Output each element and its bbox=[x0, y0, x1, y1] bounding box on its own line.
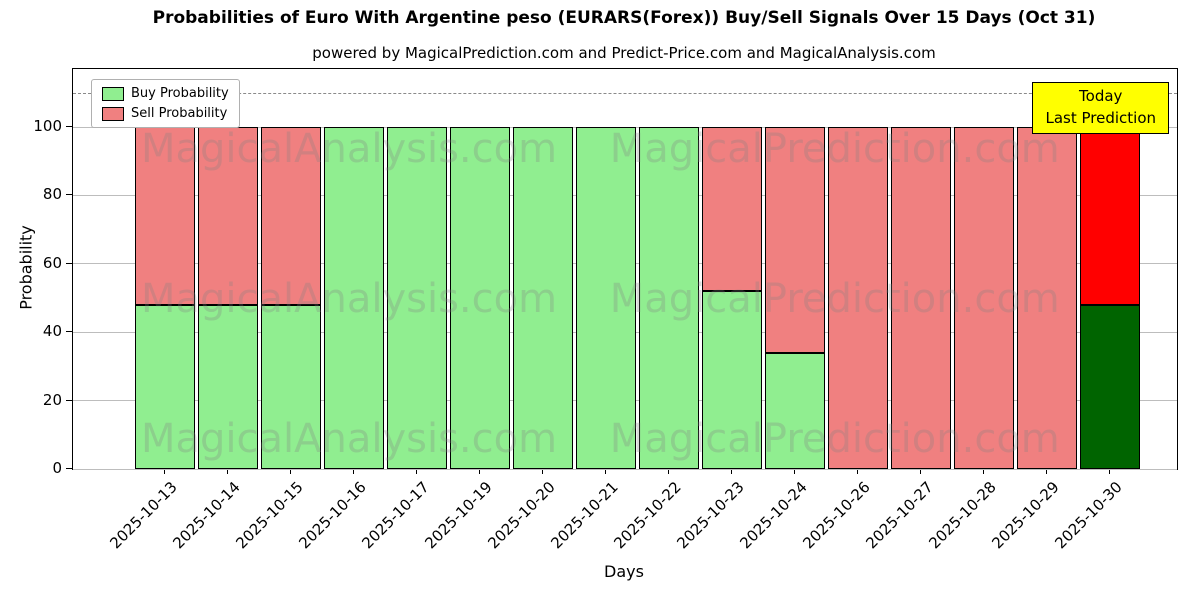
legend-sell-swatch bbox=[102, 106, 124, 121]
x-axis-label: Days bbox=[604, 562, 644, 581]
bar-buy-2025-10-19 bbox=[449, 127, 510, 469]
x-tick-mark bbox=[1045, 469, 1047, 474]
bar-buy-2025-10-20 bbox=[512, 127, 573, 469]
bar-buy-2025-10-22 bbox=[638, 127, 699, 469]
x-tick-mark bbox=[730, 469, 732, 474]
bar-sell-2025-10-28 bbox=[953, 127, 1014, 469]
y-tick-mark bbox=[66, 331, 72, 333]
x-tick-2025-10-13: 2025-10-13 bbox=[105, 478, 181, 553]
x-tick-mark bbox=[289, 469, 291, 474]
x-tick-mark bbox=[352, 469, 354, 474]
x-tick-mark bbox=[541, 469, 543, 474]
y-tick-mark bbox=[66, 399, 72, 401]
y-tick-mark bbox=[66, 126, 72, 128]
bar-sell-2025-10-13 bbox=[134, 127, 195, 305]
bar-buy-2025-10-14 bbox=[197, 304, 258, 469]
y-tick-80: 80 bbox=[42, 185, 62, 204]
legend-sell-label: Sell Probability bbox=[131, 106, 228, 121]
bar-sell-2025-10-30 bbox=[1079, 127, 1140, 305]
bar-sell-2025-10-15 bbox=[260, 127, 321, 305]
plot-area: MagicalAnalysis.com MagicalPrediction.com… bbox=[72, 68, 1178, 470]
bar-buy-2025-10-23 bbox=[701, 291, 762, 469]
x-tick-mark bbox=[478, 469, 480, 474]
bar-buy-2025-10-17 bbox=[386, 127, 447, 469]
x-tick-mark bbox=[856, 469, 858, 474]
bar-buy-2025-10-16 bbox=[323, 127, 384, 469]
bar-buy-2025-10-24 bbox=[764, 352, 825, 469]
x-tick-mark bbox=[919, 469, 921, 474]
x-tick-mark bbox=[1108, 469, 1110, 474]
y-tick-100: 100 bbox=[33, 117, 62, 136]
y-tick-20: 20 bbox=[42, 390, 62, 409]
threshold-dashed-line bbox=[73, 92, 1177, 94]
today-annotation-line1: Today bbox=[1079, 87, 1123, 105]
x-tick-mark bbox=[163, 469, 165, 474]
bar-buy-2025-10-21 bbox=[575, 127, 636, 469]
gridline-y-0 bbox=[73, 468, 1177, 470]
x-tick-mark bbox=[604, 469, 606, 474]
today-annotation-line2: Last Prediction bbox=[1045, 108, 1156, 127]
y-tick-mark bbox=[66, 262, 72, 264]
x-tick-mark bbox=[982, 469, 984, 474]
x-tick-mark bbox=[667, 469, 669, 474]
bar-sell-2025-10-27 bbox=[890, 127, 951, 469]
x-tick-mark bbox=[793, 469, 795, 474]
legend-buy-label: Buy Probability bbox=[131, 86, 229, 101]
chart-title: Probabilities of Euro With Argentine pes… bbox=[152, 8, 1096, 28]
chart-subtitle: powered by MagicalPrediction.com and Pre… bbox=[312, 44, 936, 62]
legend-buy-swatch bbox=[102, 86, 124, 101]
y-tick-60: 60 bbox=[42, 253, 62, 272]
legend-item-buy: Buy Probability bbox=[102, 86, 229, 101]
legend-item-sell: Sell Probability bbox=[102, 106, 229, 121]
today-annotation-box: Today Last Prediction bbox=[1032, 82, 1169, 134]
y-tick-mark bbox=[66, 194, 72, 196]
gridline-y-100 bbox=[73, 126, 1177, 128]
x-tick-mark bbox=[415, 469, 417, 474]
bar-buy-2025-10-13 bbox=[134, 304, 195, 469]
bar-buy-2025-10-30 bbox=[1079, 304, 1140, 469]
bar-sell-2025-10-29 bbox=[1016, 127, 1077, 469]
bar-sell-2025-10-14 bbox=[197, 127, 258, 305]
legend: Buy Probability Sell Probability bbox=[91, 79, 240, 128]
bar-buy-2025-10-15 bbox=[260, 304, 321, 469]
y-tick-40: 40 bbox=[42, 322, 62, 341]
y-tick-mark bbox=[66, 468, 72, 469]
y-tick-0: 0 bbox=[52, 459, 62, 477]
bar-sell-2025-10-24 bbox=[764, 127, 825, 353]
x-tick-mark bbox=[226, 469, 228, 474]
bar-sell-2025-10-26 bbox=[827, 127, 888, 469]
bar-sell-2025-10-23 bbox=[701, 127, 762, 292]
